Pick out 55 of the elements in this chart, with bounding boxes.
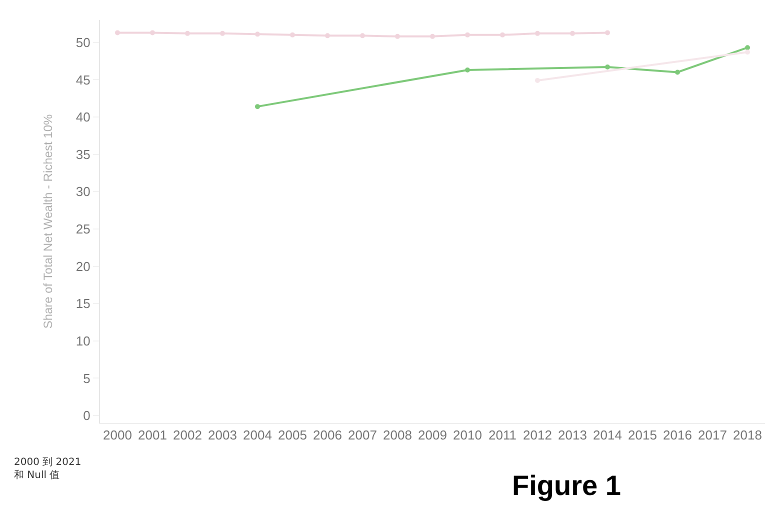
y-tick-label: 25 [76, 222, 90, 237]
y-tick-label: 5 [83, 370, 90, 386]
x-tick-label: 2004 [243, 428, 272, 443]
x-tick-label: 2005 [278, 428, 307, 443]
x-tick-label: 2003 [208, 428, 237, 443]
point [185, 30, 190, 36]
point [535, 78, 540, 83]
point [465, 32, 470, 38]
x-tick-label: 2009 [418, 428, 447, 443]
y-tick-label: 30 [76, 184, 90, 200]
point [570, 30, 575, 36]
point [395, 34, 400, 39]
x-tick-label: 2002 [173, 428, 202, 443]
x-tick-label: 2013 [558, 428, 587, 443]
x-tick-label: 2016 [663, 428, 692, 443]
text: 2000 到 2021 和 Null 值 [14, 457, 82, 481]
point [430, 34, 435, 39]
y-tick-label: 15 [76, 296, 90, 312]
x-tick-label: 2017 [698, 428, 727, 443]
y-tick-label: 35 [76, 146, 90, 162]
y-tick-label: 20 [76, 258, 90, 274]
y-tick-label: 0 [83, 408, 90, 424]
point [675, 70, 680, 75]
x-tick-label: 2011 [488, 428, 516, 443]
point [150, 30, 155, 36]
point [255, 32, 260, 37]
point [290, 32, 295, 38]
point [115, 30, 120, 36]
y-tick-label: 45 [76, 72, 90, 88]
caption: Figure 1 [512, 470, 621, 501]
point [220, 30, 225, 36]
y-tick-label: 40 [76, 110, 90, 125]
point [465, 68, 470, 72]
point [500, 32, 505, 38]
x-tick-label: 2000 [103, 428, 132, 443]
x-tick-label: 2012 [523, 428, 552, 443]
x-tick-label: 2010 [453, 428, 482, 443]
x-tick-label: 2015 [628, 428, 657, 443]
point [325, 33, 330, 38]
x-tick-label: 2001 [138, 428, 167, 443]
point [535, 30, 540, 36]
x-tick-label: 2007 [348, 428, 377, 443]
x-tick-label: 2014 [593, 428, 622, 443]
point [605, 64, 610, 70]
y-tick-label: 50 [76, 34, 90, 50]
point [255, 104, 260, 110]
point [605, 30, 610, 36]
point [360, 33, 365, 38]
y-axis-title: Share of Total Net Wealth - Richest 10% [41, 114, 56, 329]
point [745, 50, 750, 55]
y-tick-label: 10 [76, 333, 90, 348]
x-tick-label: 2018 [733, 428, 762, 443]
x-tick-label: 2008 [383, 428, 412, 443]
x-tick-label: 2006 [313, 428, 342, 443]
point [745, 45, 750, 50]
